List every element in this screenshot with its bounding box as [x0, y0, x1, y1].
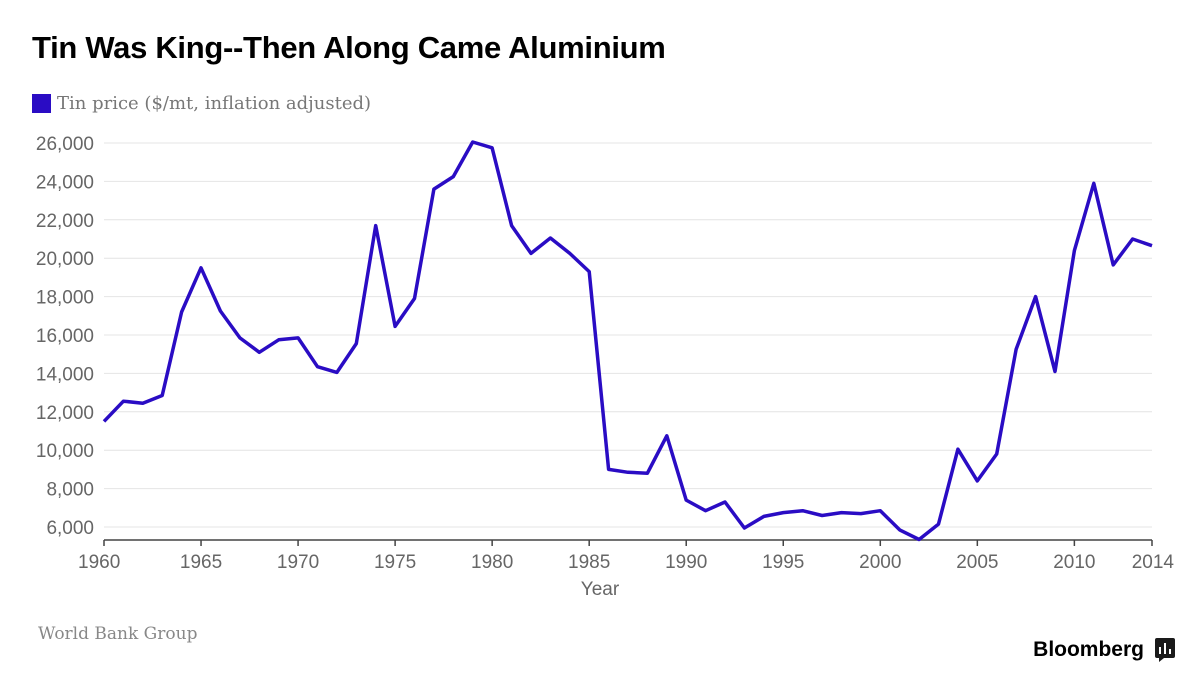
y-tick-label: 8,000: [46, 480, 94, 501]
x-tick-label: 1990: [665, 552, 707, 573]
y-tick-label: 20,000: [36, 249, 94, 270]
x-tick-label: 1985: [568, 552, 610, 573]
brand-logo: Bloomberg: [1033, 638, 1144, 661]
chart-legend: Tin price ($/mt, inflation adjusted): [32, 90, 371, 116]
y-tick-label: 10,000: [36, 441, 94, 462]
y-tick-label: 26,000: [36, 134, 94, 155]
bloomberg-terminal-icon: [1155, 638, 1175, 662]
x-tick-label: 1975: [374, 552, 416, 573]
y-tick-label: 16,000: [36, 326, 94, 347]
x-tick-label: 1960: [78, 552, 120, 573]
x-tick-label: 1980: [471, 552, 513, 573]
y-tick-label: 24,000: [36, 172, 94, 193]
x-axis-label: Year: [581, 579, 620, 600]
legend-label: Tin price ($/mt, inflation adjusted): [57, 92, 372, 114]
y-tick-label: 18,000: [36, 288, 94, 309]
x-tick-label: 2005: [956, 552, 998, 573]
x-tick-label: 1965: [180, 552, 222, 573]
x-tick-label: 2000: [859, 552, 901, 573]
source-note: World Bank Group: [38, 624, 198, 644]
x-axis-ticks: 1960 1965 1970 1975 1980 1985 1990 1995 2000 2005…: [78, 539, 1175, 573]
legend-swatch: [32, 93, 51, 113]
x-tick-label: 2010: [1053, 552, 1095, 573]
y-axis-ticks: 6,000 8,000 10,000 12,000 14,000 16,000 18,000…: [36, 134, 94, 539]
series-layer: [102, 140, 1153, 542]
y-tick-label: 22,000: [36, 211, 94, 232]
x-tick-label: 2014: [1132, 552, 1175, 573]
grid-lines: [104, 142, 1152, 528]
x-tick-label: 1995: [762, 552, 804, 573]
chart-title: Tin Was King--Then Along Came Aluminium: [32, 30, 666, 65]
y-tick-label: 14,000: [36, 364, 94, 385]
y-tick-label: 6,000: [46, 518, 94, 539]
y-tick-label: 12,000: [36, 403, 94, 424]
x-tick-label: 1970: [277, 552, 319, 573]
series-line-tin-price: [102, 140, 1153, 542]
